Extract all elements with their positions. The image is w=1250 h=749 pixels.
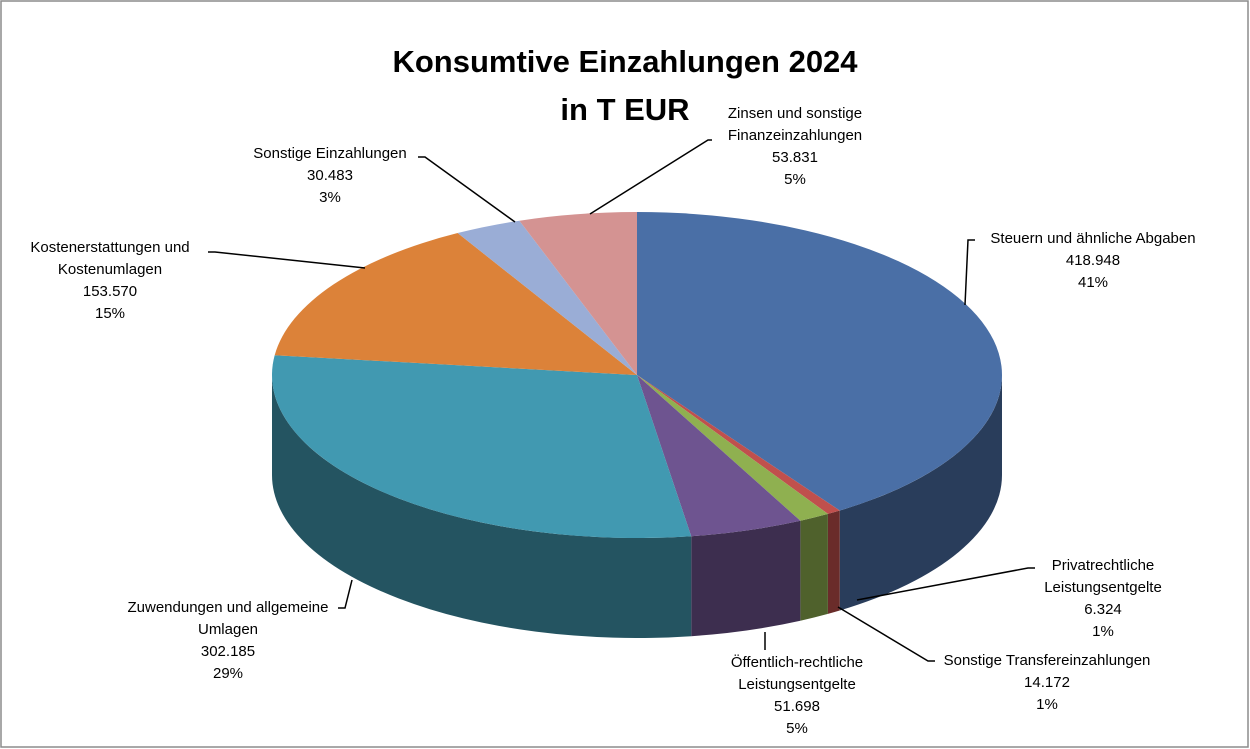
slice-side [839,375,1002,611]
percent-label: 5% [786,720,808,737]
data-label: Kostenerstattungen und Kostenumlagen 153.… [5,237,215,325]
data-label: Steuern und ähnliche Abgaben 418.948 41% [953,228,1233,294]
category-label: Öffentlich-rechtliche Leistungsentgelte [730,654,864,693]
value-label: 153.570 [82,283,138,300]
category-label: Steuern und ähnliche Abgaben [990,230,1196,247]
percent-label: 29% [212,665,244,682]
percent-label: 41% [1077,274,1109,291]
data-label: Öffentlich-rechtliche Leistungsentgelte 5… [697,652,897,740]
slice [274,233,637,375]
value-label: 6.324 [1084,601,1122,618]
slice-side [827,510,840,614]
leader-line [589,139,712,215]
value-label: 14.172 [1024,674,1070,691]
data-label: Zinsen und sonstige Finanzeinzahlungen 53… [700,103,890,191]
value-label: 418.948 [1065,252,1121,269]
slice [457,220,637,375]
value-label: 53.831 [772,149,818,166]
category-label: Sonstige Einzahlungen [253,145,407,162]
percent-label: 1% [1036,696,1058,713]
category-label: Zinsen und sonstige Finanzeinzahlungen [727,105,863,144]
percent-label: 3% [319,189,341,206]
leader-line [208,251,366,269]
leader-line [837,606,935,662]
slice [637,375,828,521]
percent-label: 5% [784,171,806,188]
category-label: Sonstige Transfereinzahlungen [943,652,1151,669]
percent-label: 15% [94,305,126,322]
slice [519,212,637,375]
leader-line [338,579,353,609]
slice-side [272,375,692,638]
percent-label: 1% [1092,623,1114,640]
slice [637,375,840,514]
value-label: 302.185 [200,643,256,660]
data-label: Zuwendungen und allgemeine Umlagen 302.18… [103,597,353,685]
data-label: Sonstige Einzahlungen 30.483 3% [190,143,470,209]
leader-line [418,156,516,223]
data-label: Privatrechtliche Leistungsentgelte 6.324 1… [1018,555,1188,643]
value-label: 51.698 [774,698,820,715]
value-label: 30.483 [307,167,353,184]
slice-side [691,520,801,637]
slice [637,375,801,537]
chart-title: Konsumtive Einzahlungen 2024 in T EUR [392,44,858,127]
slice-side [800,513,828,621]
leader-line [964,239,975,306]
category-label: Privatrechtliche Leistungsentgelte [1044,557,1162,596]
slice [637,212,1002,511]
category-label: Zuwendungen und allgemeine Umlagen [127,599,329,638]
leader-line [856,567,1035,601]
slice [271,355,692,538]
category-label: Kostenerstattungen und Kostenumlagen [30,239,190,278]
data-label: Sonstige Transfereinzahlungen 14.172 1% [907,650,1187,716]
